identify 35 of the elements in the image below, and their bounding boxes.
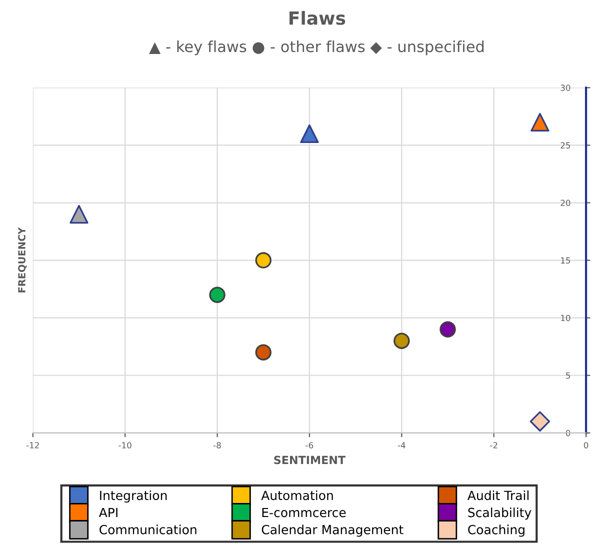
chart-title: Flaws	[290, 10, 346, 25]
point	[394, 332, 410, 349]
x-tick-label: -4	[398, 442, 406, 448]
chart-subtitle: ▲ - key flaws ● - other flaws ◆ - unspecified	[148, 40, 484, 56]
point	[300, 124, 319, 144]
y-tick-label: 20	[560, 200, 570, 206]
point	[255, 344, 272, 360]
x-tick-label: 0	[584, 442, 588, 448]
y-tick-label: 10	[561, 314, 570, 322]
legend-label: Audit Trail	[467, 490, 529, 500]
legend-label: Scalability	[468, 508, 532, 520]
legend-label: Automation	[261, 490, 333, 500]
x-tick-label: -8	[214, 442, 221, 448]
x-tick-label: -6	[306, 442, 314, 448]
point	[255, 252, 272, 268]
point	[70, 204, 88, 224]
legend-label: Communication	[100, 524, 196, 534]
legend-label: API	[98, 508, 118, 518]
point	[440, 321, 456, 338]
y-tick-label: 30	[560, 84, 570, 91]
y-tick-label: 5	[566, 372, 570, 379]
legend-label: Integration	[100, 490, 167, 503]
y-tick-label: 25	[560, 142, 570, 149]
x-axis-title: SENTIMENT	[274, 456, 346, 464]
legend-label: Coaching	[468, 524, 524, 537]
legend-label: E-commcerce	[262, 508, 346, 518]
x-tick-label: -12	[26, 442, 39, 448]
legend-label: Calendar Management	[262, 524, 404, 537]
point	[530, 112, 550, 132]
x-tick-label: -2	[490, 442, 498, 448]
point	[209, 286, 226, 303]
point	[530, 411, 550, 432]
y-tick-label: 15	[561, 257, 570, 264]
y-axis-title: FREQUENCY	[18, 227, 27, 292]
x-tick-label: -10	[118, 442, 132, 448]
